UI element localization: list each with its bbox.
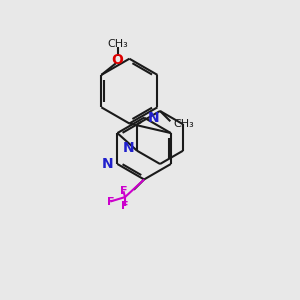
Text: N: N [123,141,135,155]
Text: CH₃: CH₃ [107,39,128,49]
Text: N: N [148,111,159,124]
Text: O: O [112,53,124,67]
Text: F: F [106,196,114,206]
Text: N: N [102,157,114,171]
Text: F: F [120,186,127,196]
Text: CH₃: CH₃ [173,119,194,129]
Text: F: F [121,201,129,211]
